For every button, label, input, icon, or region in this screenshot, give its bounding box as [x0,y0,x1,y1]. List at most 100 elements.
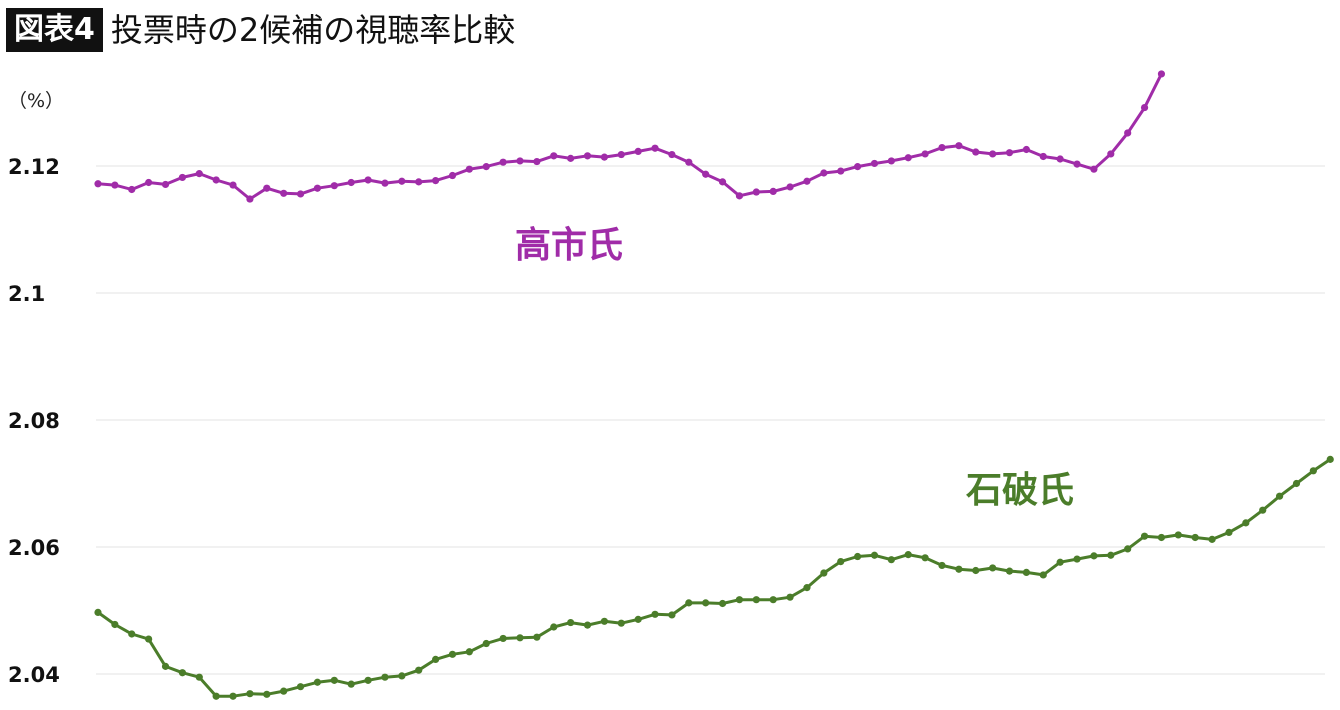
data-point [972,148,980,156]
data-point [1157,70,1166,78]
data-point [212,692,220,700]
data-point [229,692,237,700]
data-point [668,611,676,619]
chart-header: 図表4 投票時の2候補の視聴率比較 [6,8,515,52]
data-point [499,158,507,166]
data-point [212,176,220,184]
data-point [448,171,457,180]
data-point [246,690,254,698]
data-point [769,596,777,604]
data-point [921,150,929,158]
data-point [735,596,744,604]
data-point [347,680,355,688]
data-point [432,655,440,663]
data-point [296,683,305,691]
data-point [499,634,507,643]
data-point [381,179,389,187]
data-point [1276,492,1284,500]
data-point [735,192,744,200]
data-point [938,561,946,570]
data-point [718,178,727,186]
data-point [634,147,642,155]
data-point [246,195,254,203]
series-label: 石破氏 [966,470,1074,511]
data-point [1124,545,1132,553]
chart-title: 投票時の2候補の視聴率比較 [110,11,516,49]
data-point [161,662,170,670]
y-tick-label: 2.06 [8,536,60,560]
data-point [904,154,912,162]
data-point [600,153,609,161]
data-point [702,599,710,607]
data-point [1174,531,1182,539]
data-point [1073,555,1081,563]
data-point [1056,558,1064,566]
data-point [280,687,288,695]
data-point [837,167,845,175]
data-point [820,169,828,177]
data-point [263,690,271,698]
data-point [1056,155,1064,163]
data-point [955,565,963,573]
data-point [550,623,558,631]
data-point [854,552,862,561]
data-point [364,176,372,184]
data-point [1039,152,1047,161]
data-point [195,170,203,178]
data-point [94,608,102,617]
data-point [702,170,710,178]
data-point [482,639,490,648]
data-point [752,596,760,604]
data-point [803,177,811,185]
data-point [398,672,406,680]
data-point [280,189,288,197]
data-point [364,676,372,684]
data-point [786,593,794,601]
series-line [97,458,1332,698]
data-point [1225,528,1233,536]
data-point [263,184,271,192]
data-point [651,610,659,618]
data-point [465,648,473,656]
y-tick-label: 2.08 [8,409,60,433]
series-label: 高市氏 [515,225,623,266]
figure-label: 図表4 [6,8,103,52]
data-point [533,157,541,166]
data-point [1208,535,1216,543]
data-point [415,178,423,186]
data-point [313,678,322,686]
data-point [718,599,727,608]
data-point [195,673,203,681]
data-point [887,556,895,564]
data-point [854,163,862,171]
data-point [837,558,845,566]
data-point [1022,145,1030,154]
data-point [229,181,237,189]
data-point [1309,467,1317,475]
data-point [1073,160,1081,168]
data-point [550,152,558,160]
data-point [313,184,322,192]
series-line [97,73,1163,201]
data-point [634,615,642,623]
data-point [516,634,524,642]
data-point [583,621,592,629]
data-point [533,633,541,641]
data-point [128,185,136,194]
data-point [583,152,592,160]
data-point [111,181,119,189]
data-point [938,143,946,152]
data-point [330,676,338,684]
data-point [921,554,929,562]
y-tick-label: 2.1 [8,282,45,306]
data-point [1090,165,1098,173]
data-point [1124,129,1132,137]
data-point [448,650,457,658]
data-point [178,173,186,182]
data-point [1140,103,1149,112]
data-point [145,635,153,643]
data-point [1292,479,1301,488]
data-point [685,599,693,607]
y-tick-label: 2.12 [8,155,60,179]
